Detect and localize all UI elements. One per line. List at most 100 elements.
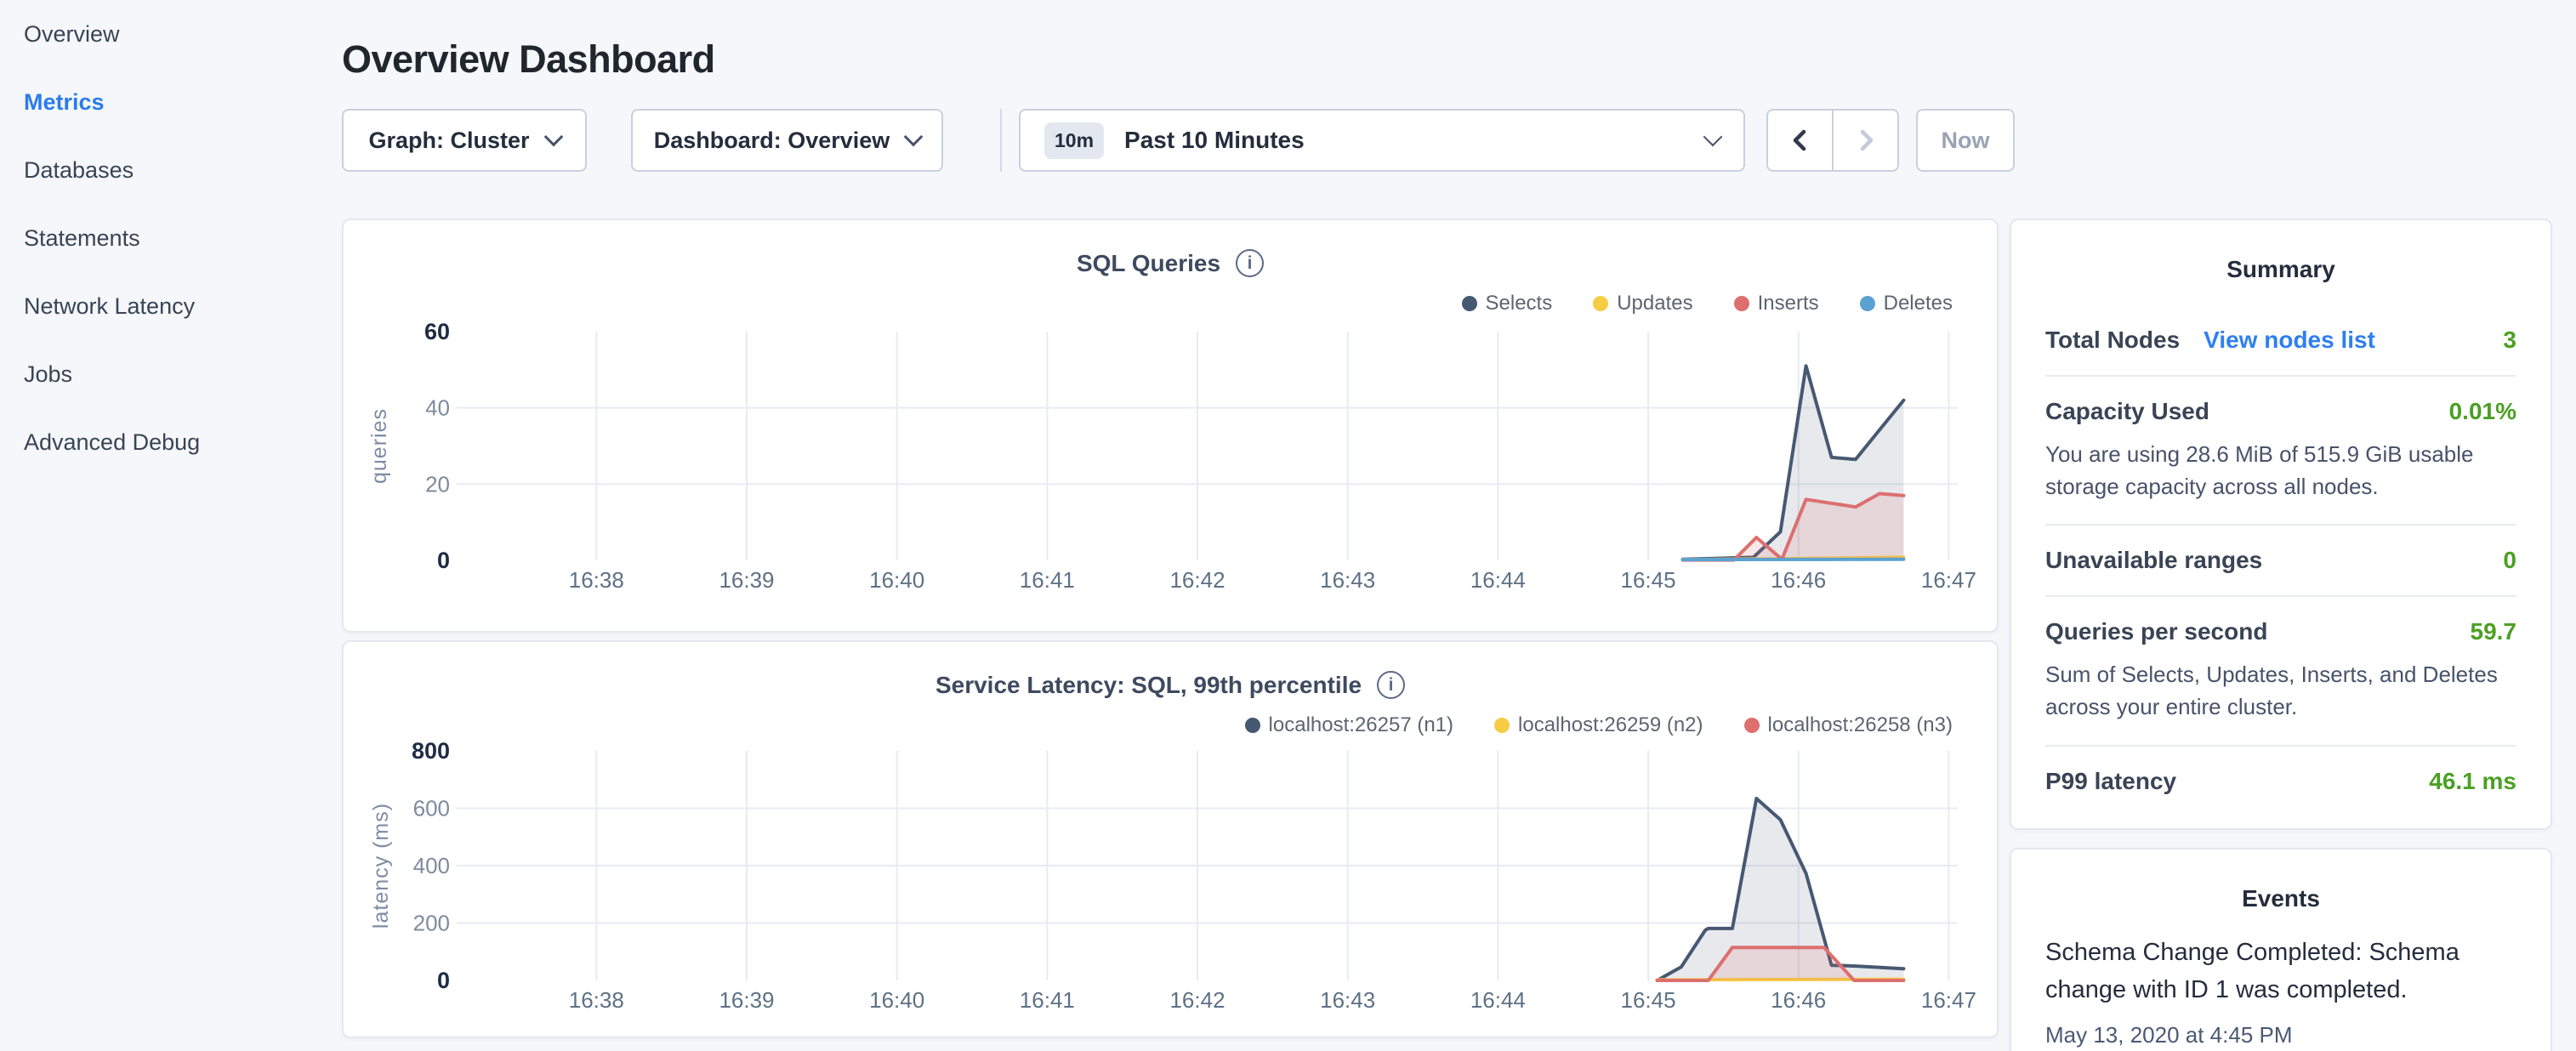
svg-text:16:46: 16:46 [1771, 567, 1826, 593]
page-title: Overview Dashboard [342, 37, 715, 82]
legend-dot-icon [1593, 296, 1609, 311]
graph-scope-dropdown[interactable]: Graph: Cluster [342, 109, 587, 172]
sidebar-item-label: Statements [24, 224, 140, 251]
svg-text:40: 40 [425, 395, 450, 421]
controls-divider [1000, 109, 1002, 172]
chevron-right-icon [1860, 129, 1873, 151]
graph-scope-label: Graph: Cluster [368, 127, 530, 153]
svg-text:200: 200 [413, 911, 450, 936]
svg-text:16:46: 16:46 [1771, 987, 1826, 1013]
chevron-down-icon [1703, 127, 1723, 147]
sidebar-item-jobs[interactable]: Jobs [0, 340, 340, 408]
legend-dot-icon [1733, 296, 1749, 311]
sidebar-item-statements[interactable]: Statements [0, 204, 340, 272]
dashboard-label: Dashboard: Overview [653, 127, 890, 153]
sidebar-item-label: Network Latency [24, 293, 196, 319]
prev-time-button[interactable] [1768, 111, 1832, 170]
now-button-label: Now [1941, 127, 1990, 153]
chart-legend: Selects Updates Inserts Deletes [1461, 292, 1953, 315]
sidebar-item-label: Advanced Debug [24, 429, 201, 455]
event-date: May 13, 2020 at 4:45 PM [2045, 1022, 2293, 1048]
svg-text:16:47: 16:47 [1921, 567, 1976, 593]
sidebar-item-label: Jobs [24, 361, 73, 387]
sql-queries-chart-plot[interactable]: 16:38 16:39 16:40 16:41 16:42 16:43 16:44 16:45… [344, 220, 2000, 634]
legend-dot-icon [1461, 296, 1477, 311]
info-icon[interactable]: i [1236, 249, 1265, 277]
legend-label: localhost:26258 (n3) [1767, 713, 1953, 736]
service-latency-chart-title: Service Latency: SQL, 99th percentile [935, 671, 1362, 698]
chevron-down-icon [903, 127, 924, 147]
events-title: Events [2242, 885, 2320, 912]
legend-dot-icon [1244, 718, 1260, 733]
svg-text:16:40: 16:40 [869, 567, 924, 593]
sidebar-item-advanced-debug[interactable]: Advanced Debug [0, 408, 340, 476]
legend-label: Inserts [1757, 292, 1819, 315]
svg-text:16:45: 16:45 [1621, 567, 1676, 593]
svg-text:16:41: 16:41 [1020, 987, 1075, 1013]
legend-item: localhost:26258 (n3) [1743, 713, 1953, 737]
sidebar-item-overview[interactable]: Overview [0, 0, 340, 68]
legend-item: Selects [1461, 292, 1553, 315]
svg-text:16:39: 16:39 [719, 567, 774, 593]
chevron-left-icon [1793, 129, 1805, 151]
view-nodes-list-link[interactable]: View nodes list [2204, 327, 2375, 353]
svg-text:16:42: 16:42 [1169, 567, 1225, 593]
legend-dot-icon [1743, 718, 1760, 733]
summary-row-value: 59.7 [2470, 618, 2517, 645]
sidebar-item-metrics[interactable]: Metrics [0, 68, 340, 136]
summary-row-total-nodes: Total Nodes View nodes list 3 [2045, 305, 2516, 377]
legend-label: localhost:26259 (n2) [1518, 713, 1703, 736]
svg-text:400: 400 [413, 853, 450, 878]
sidebar-item-label: Metrics [24, 88, 105, 115]
sidebar-item-label: Overview [24, 20, 120, 47]
summary-row-label: P99 latency [2045, 767, 2177, 794]
sql-queries-chart-title: SQL Queries [1076, 249, 1221, 276]
svg-text:16:41: 16:41 [1020, 567, 1075, 593]
svg-text:0: 0 [437, 968, 450, 993]
svg-text:16:40: 16:40 [869, 987, 924, 1013]
service-latency-chart-plot[interactable]: 16:38 16:39 16:40 16:41 16:42 16:43 16:44 16:45… [344, 642, 2000, 1040]
sidebar-item-databases[interactable]: Databases [0, 136, 340, 204]
dashboard-dropdown[interactable]: Dashboard: Overview [631, 109, 943, 172]
svg-text:600: 600 [413, 796, 450, 821]
events-panel: Events Schema Change Completed: Schema c… [2010, 848, 2552, 1051]
svg-text:16:38: 16:38 [569, 567, 624, 593]
sidebar-nav: Overview Metrics Databases Statements Ne… [0, 0, 340, 1051]
svg-text:16:42: 16:42 [1169, 987, 1225, 1013]
legend-label: Selects [1485, 292, 1553, 315]
legend-dot-icon [1859, 296, 1875, 311]
info-icon[interactable]: i [1377, 671, 1406, 699]
legend-dot-icon [1494, 718, 1510, 733]
chart-title-row: SQL Queries i [344, 249, 1997, 277]
sidebar-item-label: Databases [24, 156, 134, 183]
svg-text:16:44: 16:44 [1470, 567, 1526, 593]
summary-panel: Summary Total Nodes View nodes list 3 Ca… [2010, 219, 2552, 830]
legend-item: Updates [1593, 292, 1693, 315]
time-range-badge: 10m [1044, 122, 1105, 159]
now-button[interactable]: Now [1916, 109, 2015, 172]
summary-row-value: 3 [2503, 327, 2516, 353]
svg-text:0: 0 [437, 548, 450, 573]
sidebar-item-network-latency[interactable]: Network Latency [0, 272, 340, 340]
summary-row-description: Sum of Selects, Updates, Inserts, and De… [2045, 662, 2498, 720]
svg-text:16:38: 16:38 [569, 987, 624, 1013]
next-time-button[interactable] [1832, 111, 1897, 170]
summary-row-queries-per-second: Queries per second 59.7 Sum of Selects, … [2045, 597, 2517, 747]
svg-text:16:44: 16:44 [1470, 987, 1526, 1013]
svg-text:16:47: 16:47 [1921, 987, 1976, 1013]
chevron-down-icon [543, 127, 563, 147]
event-text: Schema Change Completed: Schema change w… [2045, 939, 2459, 1003]
summary-row-label: Queries per second [2045, 618, 2268, 645]
sql-queries-chart-card: SQL Queries i Selects Updates Inserts Delet… [342, 219, 1999, 633]
svg-text:800: 800 [412, 738, 450, 764]
time-range-dropdown[interactable]: 10m Past 10 Minutes [1019, 109, 1745, 172]
legend-item: localhost:26259 (n2) [1494, 713, 1703, 737]
svg-text:16:43: 16:43 [1320, 567, 1375, 593]
time-step-buttons [1766, 109, 1899, 172]
legend-label: Updates [1617, 292, 1693, 315]
legend-item: Inserts [1733, 292, 1819, 315]
legend-item: localhost:26257 (n1) [1244, 713, 1453, 737]
summary-title: Summary [2226, 256, 2335, 282]
legend-item: Deletes [1859, 292, 1953, 315]
